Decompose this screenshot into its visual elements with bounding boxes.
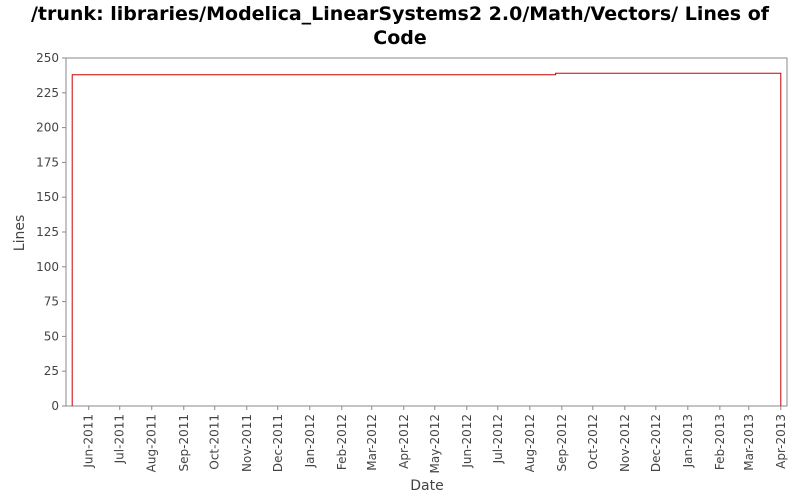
x-tick-label: Nov-2012 — [618, 414, 632, 472]
y-tick-label: 200 — [36, 121, 59, 135]
y-axis-title: Lines — [12, 215, 28, 251]
y-tick-label: 50 — [44, 329, 59, 343]
chart-title-line2: Code — [373, 27, 427, 49]
y-tick-label: 25 — [44, 364, 59, 378]
x-tick-label: Aug-2011 — [145, 414, 159, 472]
x-tick-label: Nov-2011 — [240, 414, 254, 472]
y-tick-label: 0 — [51, 399, 59, 413]
y-axis: 0 25 50 75 100 125 150 175 200 225 250 — [36, 51, 66, 413]
x-tick-label: May-2012 — [428, 414, 442, 473]
y-tick-label: 75 — [44, 295, 59, 309]
y-tick-label: 250 — [36, 51, 59, 65]
plot-area — [65, 57, 788, 407]
chart-title-line1: /trunk: libraries/Modelica_LinearSystems… — [30, 3, 770, 25]
y-tick-label: 125 — [36, 225, 59, 239]
x-tick-label: Oct-2011 — [208, 414, 222, 470]
x-tick-label: Jan-2012 — [303, 414, 317, 468]
x-axis-title: Date — [410, 478, 443, 494]
x-tick-label: Jul-2011 — [113, 414, 127, 464]
x-tick-label: Sep-2011 — [177, 414, 191, 472]
x-tick-label: Oct-2012 — [586, 414, 600, 470]
x-axis: Jun-2011 Jul-2011 Aug-2011 Sep-2011 Oct-2011… — [82, 406, 788, 473]
x-tick-label: Feb-2012 — [335, 414, 349, 470]
x-tick-label: Mar-2012 — [365, 414, 379, 471]
series-line-0 — [71, 72, 782, 406]
x-tick-label: Jul-2012 — [491, 414, 505, 464]
x-tick-label: Aug-2012 — [523, 414, 537, 472]
x-tick-label: Jun-2012 — [460, 414, 474, 469]
x-tick-label: Apr-2013 — [774, 414, 788, 469]
x-tick-label: Dec-2011 — [271, 414, 285, 472]
chart-title: /trunk: libraries/Modelica_LinearSystems… — [0, 2, 800, 50]
y-tick-label: 150 — [36, 190, 59, 204]
x-tick-label: Feb-2013 — [713, 414, 727, 470]
y-tick-label: 100 — [36, 260, 59, 274]
x-tick-label: Jun-2011 — [82, 414, 96, 469]
x-tick-label: Dec-2012 — [649, 414, 663, 472]
x-tick-label: Apr-2012 — [397, 414, 411, 469]
y-tick-label: 175 — [36, 155, 59, 169]
x-tick-label: Mar-2013 — [742, 414, 756, 471]
x-tick-label: Sep-2012 — [555, 414, 569, 472]
plot-frame — [65, 57, 788, 407]
y-tick-label: 225 — [36, 86, 59, 100]
x-tick-label: Jan-2013 — [681, 414, 695, 468]
